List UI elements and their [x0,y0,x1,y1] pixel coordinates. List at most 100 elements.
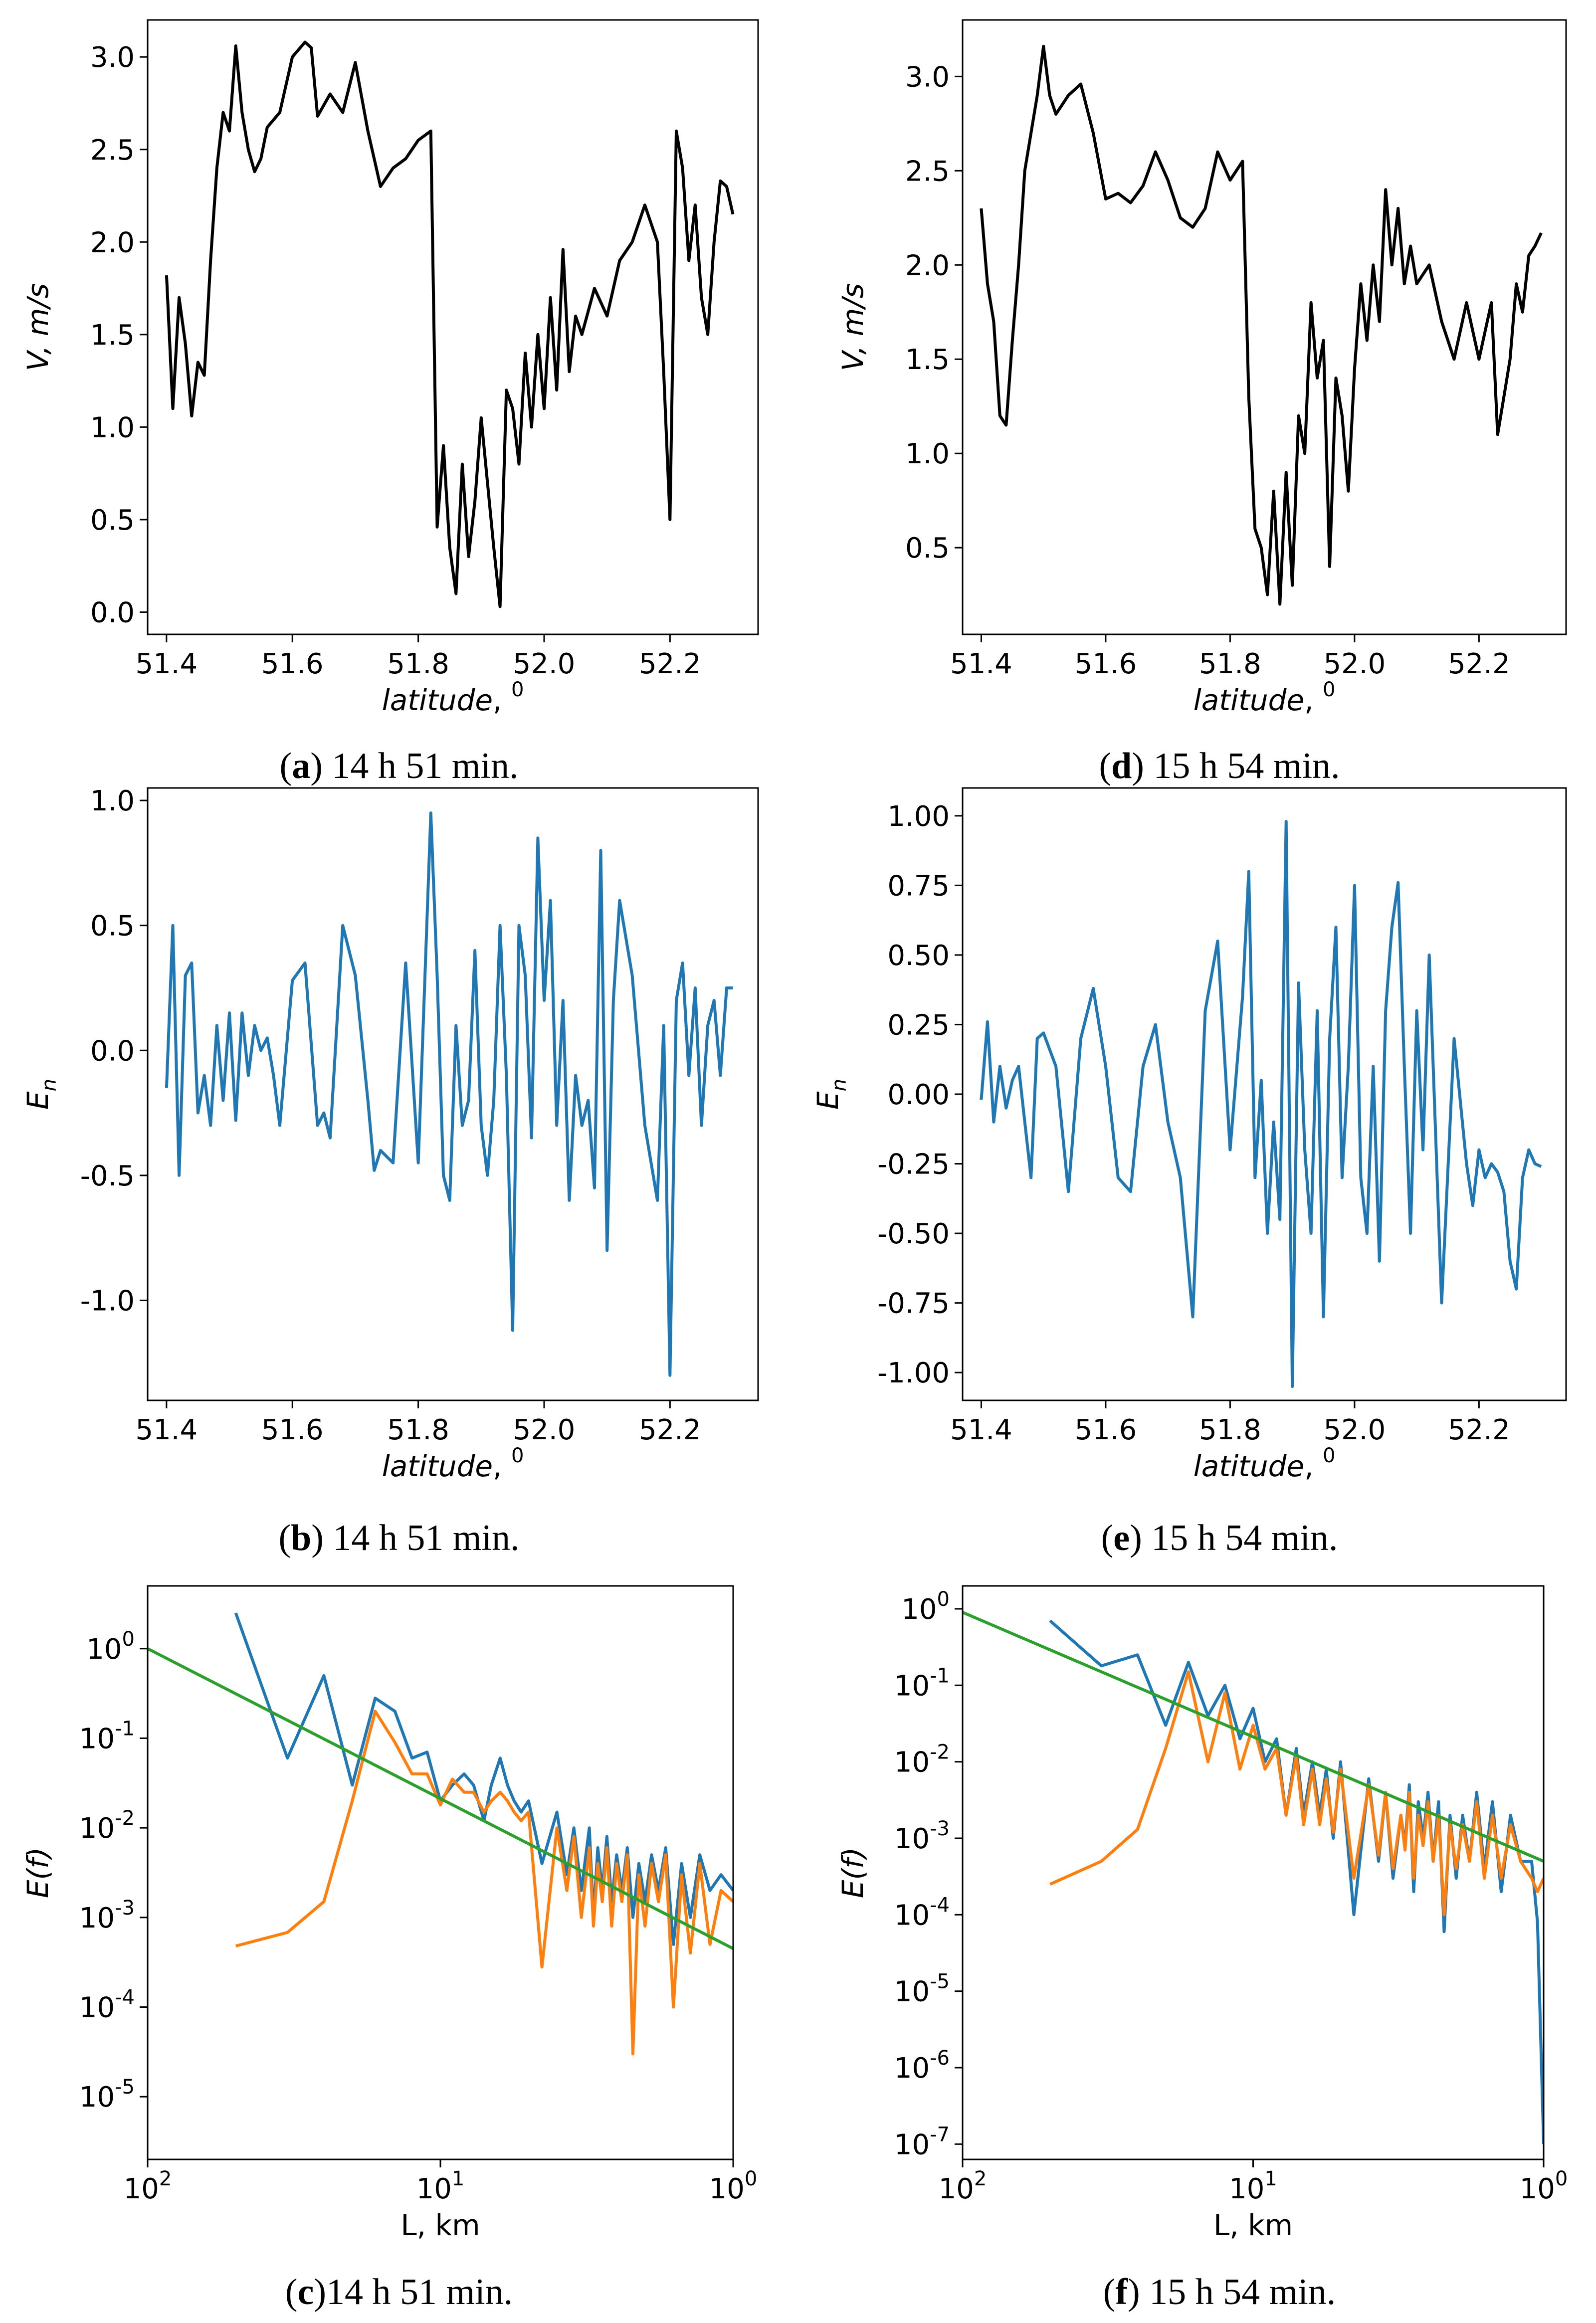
x-axis-label: L, km [400,2208,480,2242]
y-tick-label: 10-5 [894,1970,950,2008]
x-axis-label: latitude, 0 [1194,1444,1336,1483]
series-line-V [980,44,1543,606]
y-tick-label: 0.50 [887,940,950,972]
y-tick-label: 3.0 [90,41,135,74]
y-tick-label: 1.0 [90,785,135,817]
x-axis-label: L, km [1213,2208,1293,2242]
x-tick-label: 52.2 [1448,1414,1510,1446]
panel-caption: (e) 15 h 54 min. [1101,1518,1338,1558]
x-tick-label: 102 [939,2167,987,2205]
y-tick-label: 1.0 [905,438,950,470]
x-tick-label: 52.2 [639,648,701,680]
chart-f: 102 101 100 100 10-1 10-2 10-3 10-4 10-5 10-6 10-7… [836,1585,1568,2313]
x-tick-label: 51.8 [1199,648,1261,680]
series-line-En [980,820,1542,1388]
y-tick-label: 100 [901,1588,950,1626]
y-tick-label: 2.5 [90,134,135,167]
series-line-V [165,40,735,608]
y-tick-label: -0.25 [877,1149,950,1181]
axes-frame [147,787,759,1401]
chart-d: 51.4 51.6 51.8 52.0 52.2 0.5 1.0 1.5 2.0 2.5 3.0 la… [836,19,1567,786]
y-tick-label: 0.5 [905,532,950,565]
y-tick-label: 1.0 [90,411,135,444]
series-line-fit [963,1611,1544,1863]
y-axis-label: E(f) [21,1847,55,1898]
axes-frame [147,19,759,635]
x-tick-label: 102 [124,2167,172,2205]
y-tick-label: 0.0 [90,1035,135,1067]
panel-caption: (d) 15 h 54 min. [1099,746,1340,786]
y-tick-label: -0.50 [877,1218,950,1250]
y-tick-label: 1.5 [905,344,950,376]
series-line-fit [148,1647,733,1950]
y-axis-label: En [21,1079,61,1110]
panel-caption: (a) 14 h 51 min. [280,746,519,786]
series-line-filtered [1049,1670,1544,1917]
x-tick-label: 51.6 [261,1414,324,1446]
x-tick-label: 101 [1229,2167,1277,2205]
y-tick-label: 100 [86,1628,135,1666]
y-tick-label: 10-3 [79,1897,135,1935]
x-tick-label: 52.2 [1448,648,1510,680]
y-tick-label: 1.5 [90,319,135,352]
y-tick-label: 10-4 [79,1986,135,2024]
y-tick-label: 10-6 [894,2047,950,2085]
y-tick-label: 1.00 [887,800,950,833]
x-tick-label: 51.4 [950,648,1012,680]
y-axis-label: E(f) [836,1847,870,1898]
y-tick-label: -0.5 [80,1160,135,1192]
x-axis-label: latitude, 0 [382,678,524,717]
panel-caption: (c)14 h 51 min. [285,2272,513,2313]
y-tick-label: 10-7 [894,2123,950,2161]
x-tick-label: 51.8 [387,1414,449,1446]
x-tick-label: 52.0 [513,648,576,680]
x-tick-label: 52.0 [1324,648,1386,680]
x-tick-label: 51.4 [950,1414,1012,1446]
x-tick-label: 51.4 [136,1414,198,1446]
y-tick-label: 2.0 [905,249,950,282]
panel-caption: (b) 14 h 51 min. [278,1518,519,1558]
axes-frame [962,19,1567,635]
series-line-En [165,811,733,1377]
y-tick-label: -0.75 [877,1288,950,1320]
y-axis-label: En [811,1079,851,1110]
x-tick-label: 100 [709,2167,758,2205]
panel-caption: (f) 15 h 54 min. [1103,2272,1336,2313]
y-tick-label: 10-1 [79,1717,135,1755]
y-tick-label: 10-1 [894,1664,950,1702]
x-axis-label: latitude, 0 [1194,678,1336,717]
x-tick-label: 51.6 [1075,1414,1137,1446]
y-tick-label: 0.25 [887,1009,950,1041]
x-tick-label: 52.2 [639,1414,701,1446]
x-tick-label: 100 [1520,2167,1568,2205]
x-tick-label: 51.4 [136,648,198,680]
y-tick-label: 10-5 [79,2076,135,2114]
y-tick-label: 0.5 [90,504,135,537]
y-tick-label: 0.0 [90,596,135,629]
y-tick-label: 2.0 [90,226,135,259]
y-tick-label: 10-2 [79,1807,135,1845]
y-tick-label: -1.00 [877,1357,950,1389]
y-tick-label: 10-3 [894,1817,950,1855]
y-tick-label: 0.5 [90,910,135,943]
chart-e: 51.4 51.6 51.8 52.0 52.2 -1.00 -0.75 -0.50 -0.25… [811,787,1567,1558]
y-tick-label: 10-4 [894,1894,950,1932]
chart-c: 102 101 100 100 10-1 10-2 10-3 10-4 10-5 L, km E(f… [21,1585,758,2313]
y-axis-label: V, m/s [21,283,55,371]
y-tick-label: 0.00 [887,1079,950,1111]
y-tick-label: 3.0 [905,61,950,93]
x-tick-label: 51.8 [1199,1414,1261,1446]
x-axis-label: latitude, 0 [382,1444,524,1483]
y-tick-label: 2.5 [905,155,950,188]
y-tick-label: 10-2 [894,1741,950,1779]
chart-a: 51.4 51.6 51.8 52.0 52.2 0.0 0.5 1.0 1.5 2.0 2.5 3.… [21,19,759,786]
x-tick-label: 51.6 [261,648,324,680]
x-tick-label: 52.0 [1324,1414,1386,1446]
y-tick-label: -1.0 [80,1285,135,1318]
chart-b: 51.4 51.6 51.8 52.0 52.2 -1.0 -0.5 0.0 0.5 1.0 lat… [21,785,759,1558]
series-line-filtered [235,1710,733,2056]
y-axis-label: V, m/s [836,283,870,371]
x-tick-label: 51.6 [1075,648,1137,680]
x-tick-label: 52.0 [513,1414,576,1446]
